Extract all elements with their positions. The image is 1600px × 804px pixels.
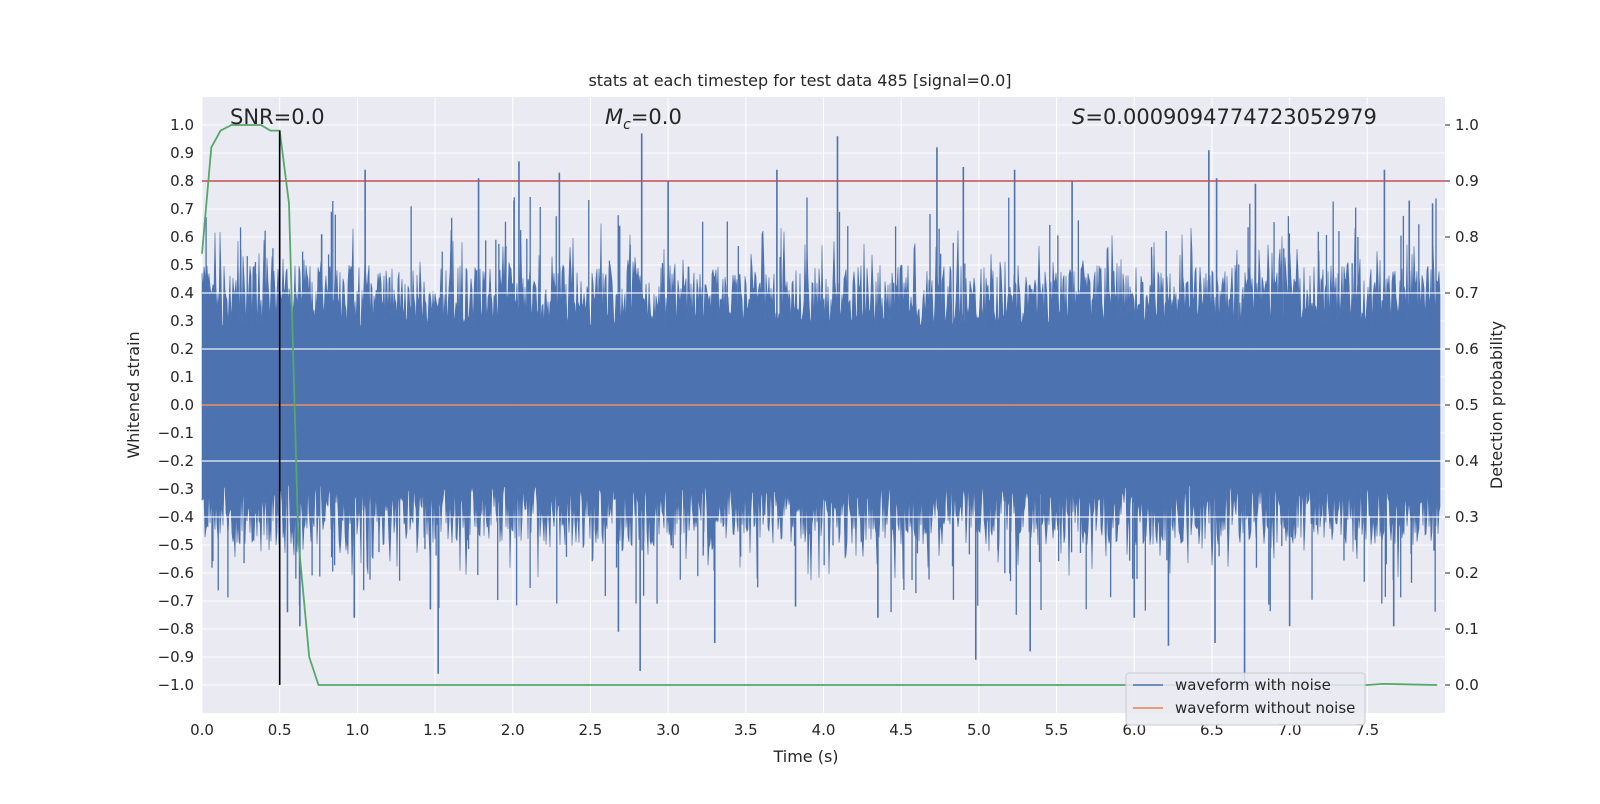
- y-tick-label: 0.7: [170, 200, 194, 218]
- y-tick-label: 0.6: [170, 228, 194, 246]
- x-tick-label: 3.5: [734, 721, 758, 739]
- x-tick-label: 0.0: [190, 721, 214, 739]
- y2-axis-label: Detection probability: [1487, 321, 1506, 489]
- x-tick-label: 5.0: [967, 721, 991, 739]
- y-tick-label: 0.1: [170, 368, 194, 386]
- s-annotation: S=0.0009094774723052979: [1072, 105, 1377, 129]
- legend-label-noise: waveform with noise: [1175, 676, 1331, 694]
- x-tick-label: 2.5: [579, 721, 603, 739]
- legend-label-clean: waveform without noise: [1175, 699, 1355, 717]
- chart-title: stats at each timestep for test data 485…: [588, 71, 1011, 90]
- y-tick-label: 1.0: [170, 116, 194, 134]
- y-tick-label: −0.4: [158, 508, 194, 526]
- y2-tick-label: 0.4: [1455, 452, 1479, 470]
- legend-box: [1125, 672, 1366, 726]
- y2-tick-labels: 1.0 0.9 0.8 0.7 0.6 0.5 0.4 0.3 0.2 0.1 0.0: [1445, 116, 1479, 694]
- y2-tick-label: 0.1: [1455, 620, 1479, 638]
- x-tick-label: 1.0: [345, 721, 369, 739]
- x-tick-label: 4.5: [889, 721, 913, 739]
- x-tick-label: 0.5: [268, 721, 292, 739]
- y2-tick-label: 0.9: [1455, 172, 1479, 190]
- y-tick-label: 0.4: [170, 284, 194, 302]
- y2-tick-label: 0.2: [1455, 564, 1479, 582]
- y-tick-label: −0.6: [158, 564, 194, 582]
- y-tick-labels: 1.0 0.9 0.8 0.7 0.6 0.5 0.4 0.3 0.2 0.1 0.0 −0.1 −0.…: [158, 116, 194, 694]
- y-tick-label: −0.2: [158, 452, 194, 470]
- mc-value: =0.0: [631, 105, 682, 129]
- y-tick-label: −0.3: [158, 480, 194, 498]
- x-tick-label: 3.0: [656, 721, 680, 739]
- y-tick-label: −0.5: [158, 536, 194, 554]
- s-symbol: S: [1072, 105, 1085, 129]
- legend: waveform with noise waveform without noi…: [1125, 672, 1366, 726]
- y2-tick-label: 0.8: [1455, 228, 1479, 246]
- y-tick-label: −0.7: [158, 592, 194, 610]
- x-tick-label: 4.0: [812, 721, 836, 739]
- y-tick-label: 0.0: [170, 396, 194, 414]
- x-tick-label: 1.5: [423, 721, 447, 739]
- noise-waveform-fill: [201, 223, 1441, 581]
- chart-marks: [201, 124, 1445, 686]
- y2-tick-label: 0.7: [1455, 284, 1479, 302]
- mc-symbol: M: [605, 105, 623, 129]
- y-tick-label: 0.3: [170, 312, 194, 330]
- y2-tick-label: 0.6: [1455, 340, 1479, 358]
- y-tick-label: −0.9: [158, 648, 194, 666]
- y-tick-label: −0.8: [158, 620, 194, 638]
- chirp-mass-annotation: Mc=0.0: [605, 105, 682, 133]
- x-tick-label: 2.0: [501, 721, 525, 739]
- x-axis-label: Time (s): [772, 747, 838, 766]
- mc-subscript: c: [623, 117, 631, 133]
- y-axis-label: Whitened strain: [124, 331, 143, 458]
- y-tick-label: 0.8: [170, 172, 194, 190]
- snr-annotation: SNR=0.0: [230, 105, 325, 129]
- y2-tick-label: 0.5: [1455, 396, 1479, 414]
- x-tick-labels: 0.0 0.5 1.0 1.5 2.0 2.5 3.0 3.5 4.0 4.5 5.0 5.5 6.0 6…: [190, 721, 1379, 739]
- y-tick-label: −0.1: [158, 424, 194, 442]
- x-tick-label: 5.5: [1045, 721, 1069, 739]
- y2-tick-label: 0.0: [1455, 676, 1479, 694]
- y2-tick-label: 0.3: [1455, 508, 1479, 526]
- y-tick-label: 0.2: [170, 340, 194, 358]
- y-tick-label: 0.9: [170, 144, 194, 162]
- s-value: =0.0009094774723052979: [1085, 105, 1377, 129]
- y-tick-label: 0.5: [170, 256, 194, 274]
- y2-tick-label: 1.0: [1455, 116, 1479, 134]
- y-tick-label: −1.0: [158, 676, 194, 694]
